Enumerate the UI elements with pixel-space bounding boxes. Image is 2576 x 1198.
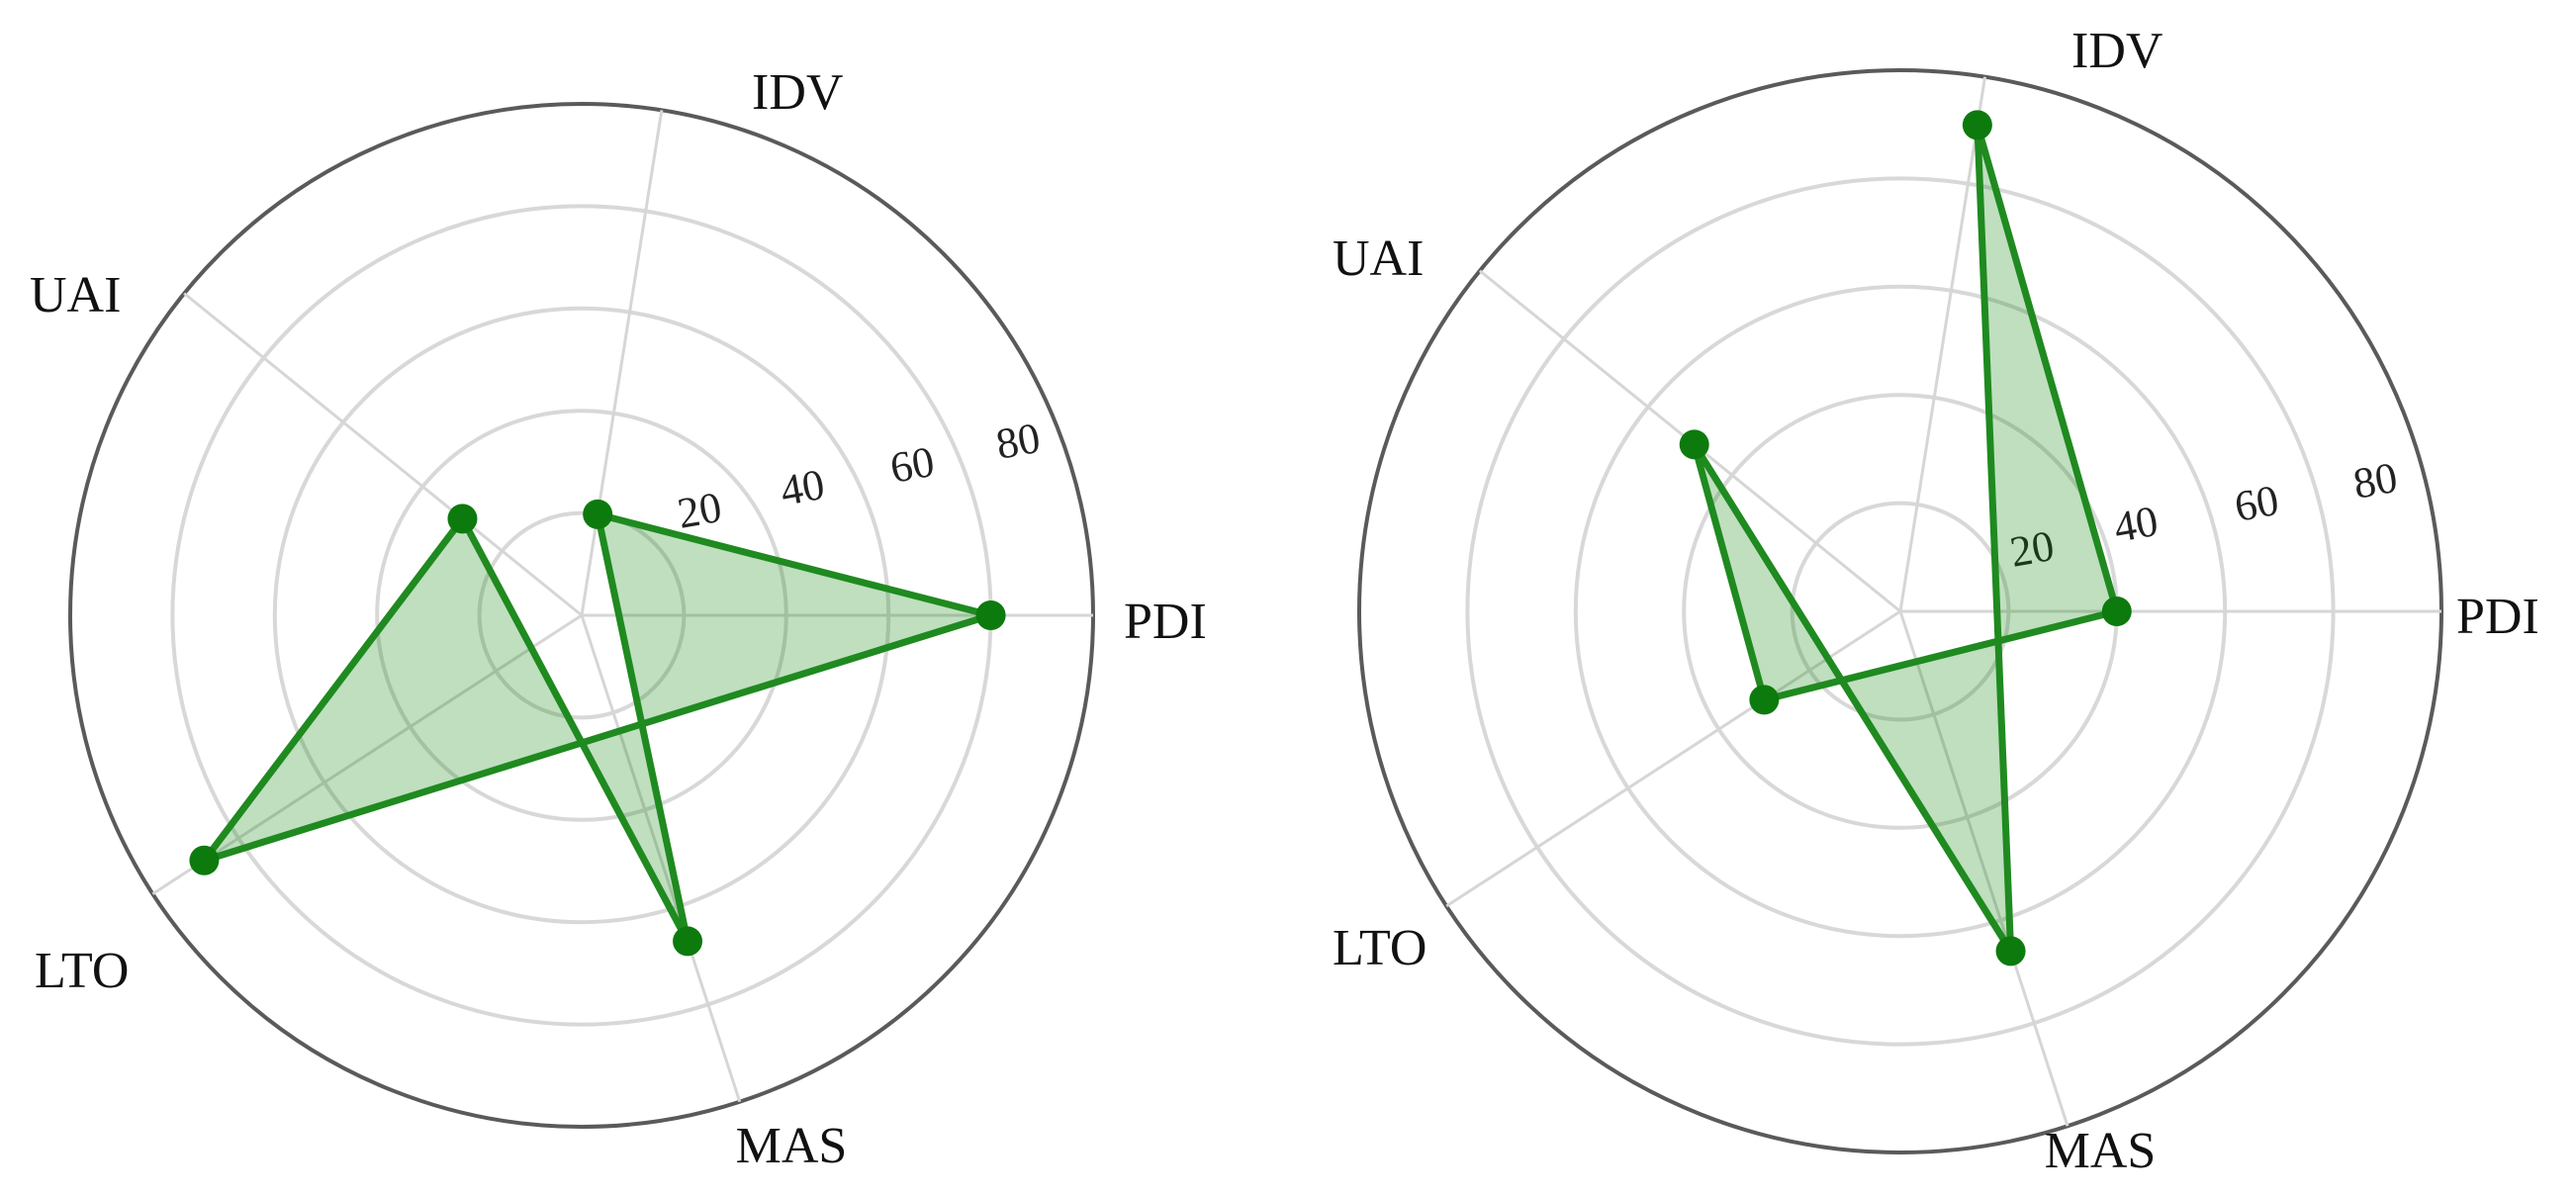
spoke-lto xyxy=(1445,609,1901,908)
data-point-mas xyxy=(1995,936,2026,967)
tick-label-60: 60 xyxy=(2231,476,2282,531)
axis-label-pdi: PDI xyxy=(1124,594,1207,650)
tick-label-40: 40 xyxy=(2110,497,2162,552)
tick-label-20: 20 xyxy=(674,483,725,538)
spoke-idv xyxy=(1898,76,1987,612)
radar-chart-left: 20 40 60 80 PDI IDV MAS UAI LTO xyxy=(30,64,1207,1174)
axis-label-mas: MAS xyxy=(2045,1123,2157,1179)
data-point-uai xyxy=(447,504,478,534)
tick-label-60: 60 xyxy=(886,437,938,493)
axis-label-uai: UAI xyxy=(1333,230,1424,287)
tick-label-80: 80 xyxy=(992,414,1044,469)
series-area xyxy=(200,510,995,945)
tick-label-40: 40 xyxy=(777,460,828,515)
data-point-idv xyxy=(583,499,613,529)
data-point-idv xyxy=(1962,110,1992,140)
spoke-idv xyxy=(580,110,664,616)
data-point-pdi xyxy=(975,600,1006,630)
data-point-uai xyxy=(1679,429,1709,460)
axis-label-idv: IDV xyxy=(752,64,843,121)
spoke-uai xyxy=(183,292,583,617)
data-point-mas xyxy=(673,926,703,957)
spoke-mas xyxy=(580,614,742,1103)
tick-label-20: 20 xyxy=(2006,521,2058,577)
spoke-lto xyxy=(151,613,583,895)
radar-chart-right: 20 40 60 80 PDI IDV MAS UAI LTO xyxy=(1333,23,2539,1179)
series-area xyxy=(1691,121,2121,955)
axis-label-uai: UAI xyxy=(30,267,121,323)
axis-label-mas: MAS xyxy=(736,1118,848,1174)
spoke-mas xyxy=(1898,610,2070,1127)
tick-label-80: 80 xyxy=(2349,453,2401,508)
axis-label-pdi: PDI xyxy=(2456,589,2539,645)
data-point-pdi xyxy=(2101,597,2132,626)
data-point-lto xyxy=(1749,685,1780,715)
axis-label-idv: IDV xyxy=(2071,23,2162,79)
axis-label-lto: LTO xyxy=(1333,920,1426,976)
data-point-lto xyxy=(189,845,220,875)
axis-label-lto: LTO xyxy=(35,943,129,999)
